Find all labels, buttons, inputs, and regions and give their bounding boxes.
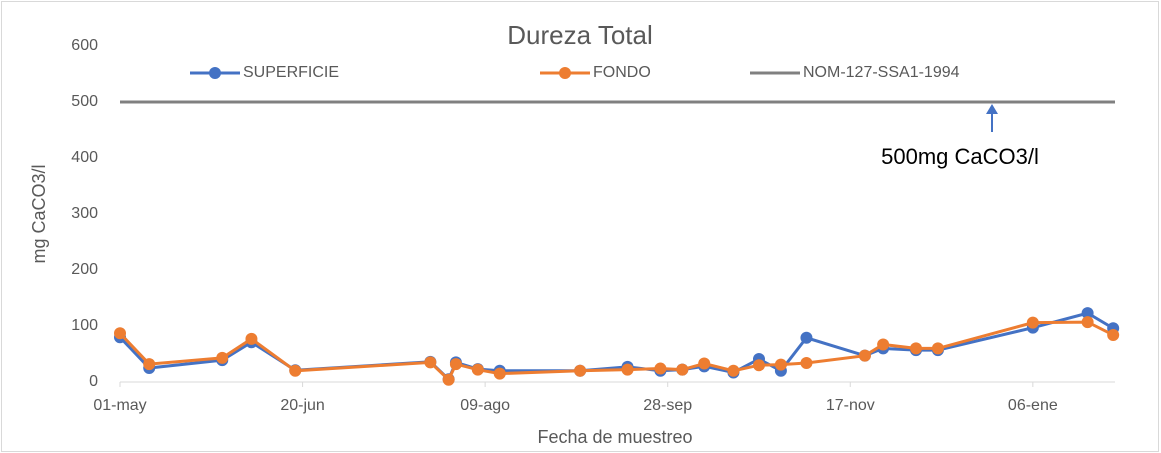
annotation-arrowhead xyxy=(986,104,998,114)
point xyxy=(800,331,813,344)
y-tick-label: 200 xyxy=(71,261,98,278)
legend-marker xyxy=(559,67,571,79)
point xyxy=(698,357,711,370)
point xyxy=(676,363,689,376)
point xyxy=(289,364,302,377)
point xyxy=(424,356,437,369)
point xyxy=(449,358,462,371)
y-tick-label: 600 xyxy=(71,37,98,54)
point xyxy=(1081,307,1094,320)
x-tick-label: 20-jun xyxy=(280,397,324,414)
x-tick-label: 28-sep xyxy=(643,397,692,414)
legend-label: FONDO xyxy=(593,64,651,81)
point xyxy=(442,373,455,386)
x-tick-label: 09-ago xyxy=(460,397,510,414)
point xyxy=(877,338,890,351)
point xyxy=(727,364,740,377)
y-axis-label: mg CaCO3/l xyxy=(29,164,49,263)
point xyxy=(574,364,587,377)
y-tick-label: 500 xyxy=(71,93,98,110)
y-tick-label: 0 xyxy=(89,373,98,390)
legend-label: NOM-127-SSA1-1994 xyxy=(803,64,960,81)
point xyxy=(216,351,229,364)
point xyxy=(114,327,126,340)
point xyxy=(143,358,156,371)
y-tick-label: 400 xyxy=(71,149,98,166)
point xyxy=(1081,316,1094,329)
point xyxy=(752,359,765,372)
point xyxy=(471,363,484,376)
point xyxy=(858,349,871,362)
x-axis-label: Fecha de muestreo xyxy=(537,427,692,447)
point xyxy=(931,342,944,355)
point xyxy=(245,332,258,345)
point xyxy=(1026,316,1039,329)
point xyxy=(654,362,667,375)
point xyxy=(774,358,787,371)
x-tick-label: 01-may xyxy=(93,397,146,414)
annotation: 500mg CaCO3/l xyxy=(881,144,1039,169)
y-tick-label: 300 xyxy=(71,205,98,222)
chart-title: Dureza Total xyxy=(507,20,653,50)
legend-marker xyxy=(209,67,221,79)
x-tick-label: 06-ene xyxy=(1008,397,1058,414)
y-tick-label: 100 xyxy=(71,317,98,334)
legend-label: SUPERFICIE xyxy=(243,64,339,81)
point xyxy=(493,367,506,380)
point xyxy=(621,363,634,376)
point xyxy=(1107,328,1120,341)
point xyxy=(910,342,922,355)
x-tick-label: 17-nov xyxy=(826,397,875,414)
point xyxy=(800,356,813,369)
